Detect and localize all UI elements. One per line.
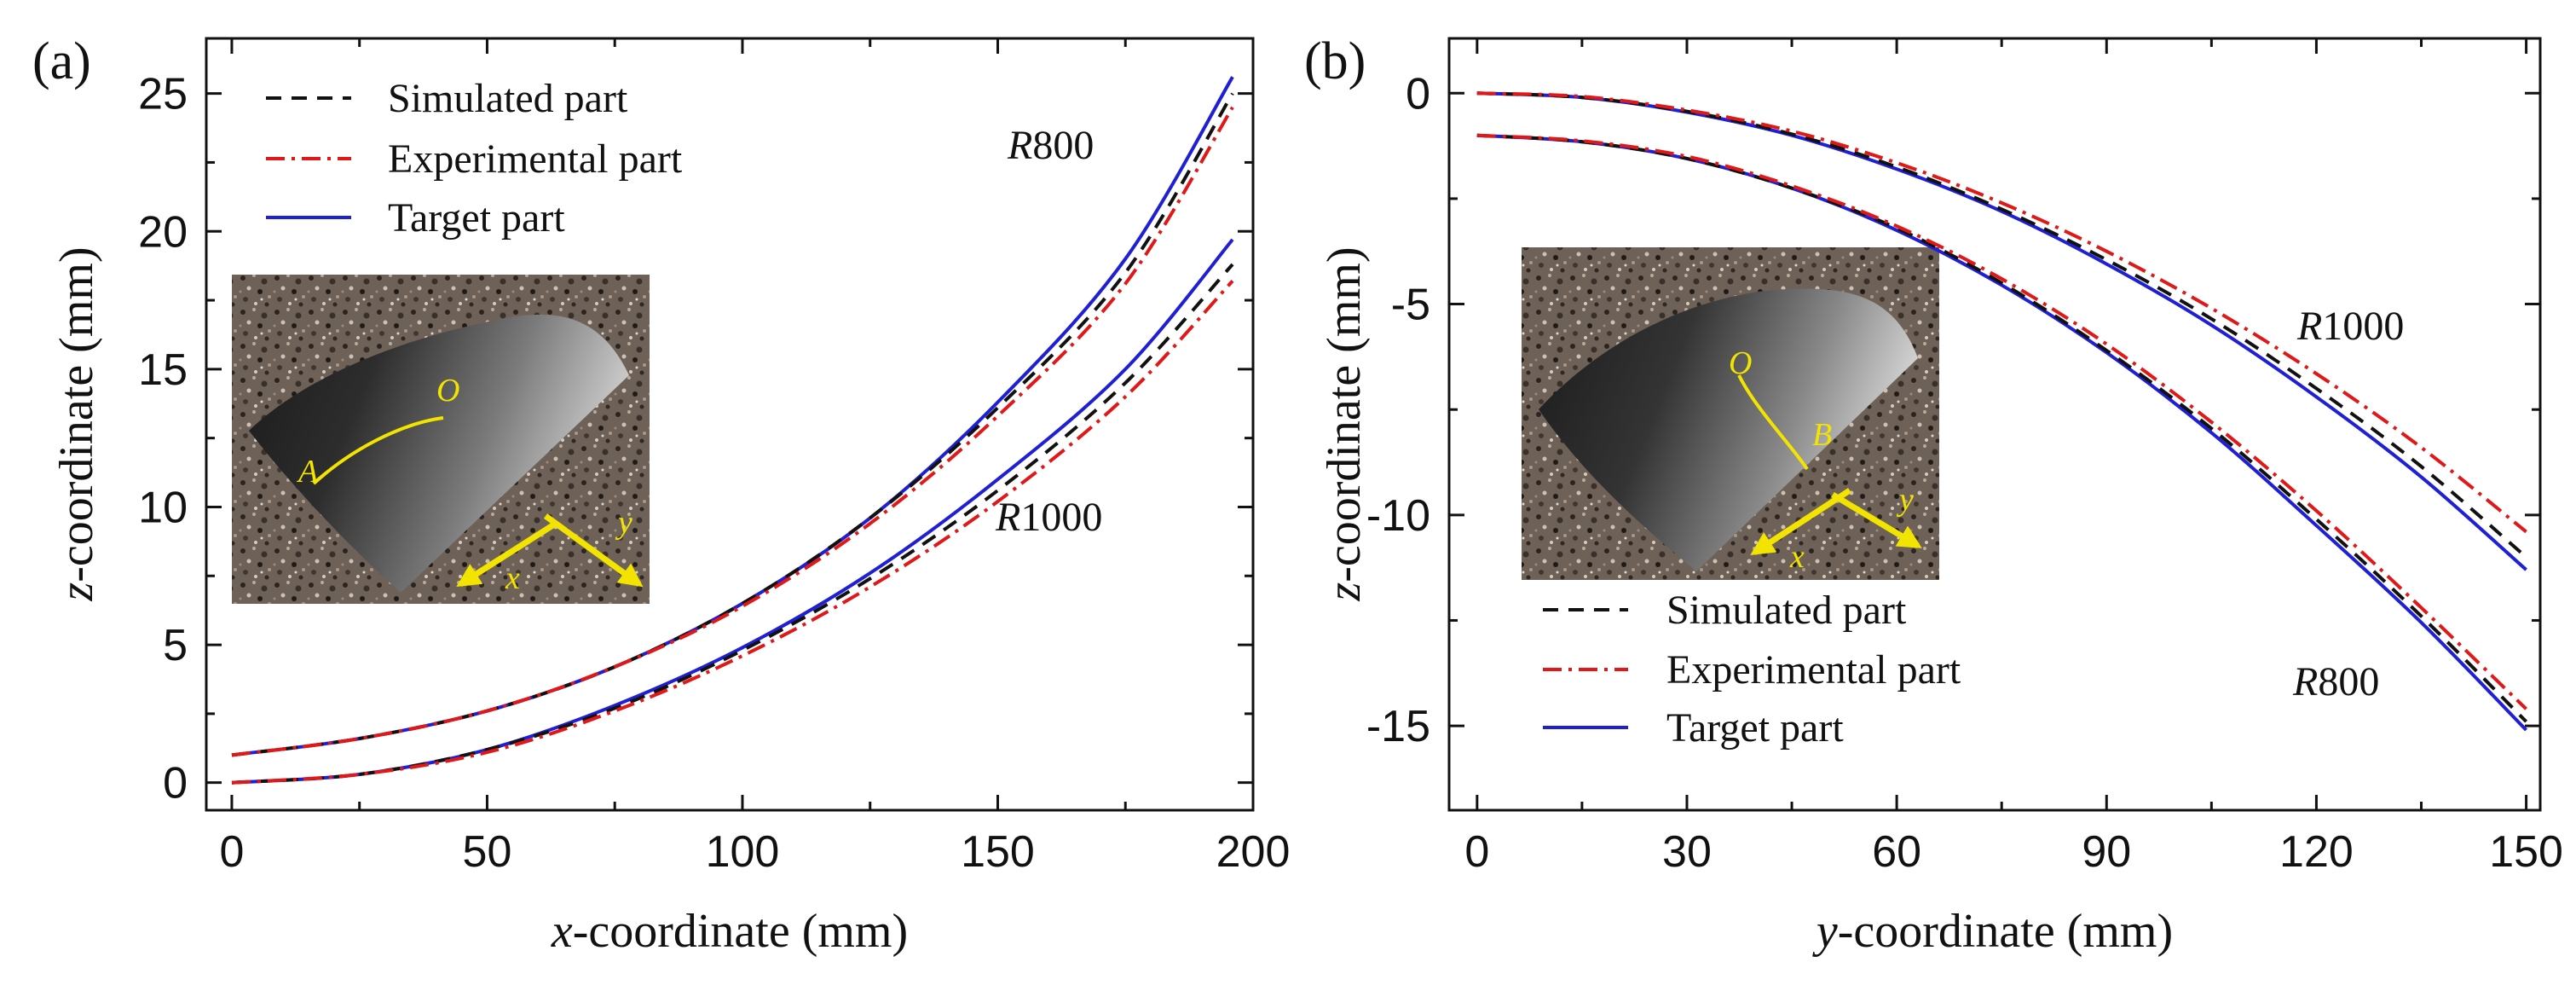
annotation-b-r1000: R1000 [2296,304,2404,349]
x-tick-label: 0 [219,827,244,877]
legend-b-target: Target part [1666,705,1844,750]
annotation-a-r800: R800 [1007,123,1094,168]
legend-b-simulated: Simulated part [1666,588,1907,633]
series-a-r800-experimental-part [231,106,1234,757]
panel-b-frame [1447,37,2542,812]
y-tick-label: -15 [1366,702,1430,751]
legend-a-target: Target part [388,195,565,241]
inset-point-o: O [1729,345,1752,381]
panel-b: (b) 0 30 60 90 120 150 0 -5 -10 -15 O B x y Simul… [1304,32,2563,958]
panel-b-label: (b) [1304,32,1366,90]
y-tick-label: -5 [1391,281,1430,330]
y-tick-label: 0 [163,759,188,808]
panel-a-y-axis-label: z-coordinate (mm) [50,246,103,601]
x-tick-label: 150 [2489,827,2563,877]
sheet-part [249,314,629,593]
panel-b-legend: Simulated part Experimental part Target … [1543,588,1961,750]
x-tick-label: 50 [463,827,512,877]
panel-a-frame [205,37,1255,812]
inset-point-b: B [1812,417,1832,453]
y-tick-label: 20 [138,207,188,257]
panel-a-inset-photo: A O x y [232,275,650,604]
panel-b-y-axis-label: z-coordinate (mm) [1318,246,1371,601]
series-a-r1000-simulated-part [231,263,1234,785]
legend-a-experimental: Experimental part [388,136,683,182]
legend-a-simulated: Simulated part [388,76,628,121]
series-b-r1000-experimental-part [1476,91,2527,534]
y-tick-label: 5 [163,621,188,670]
inset-curve-OB [1737,374,1809,471]
panel-a-ticks: 0 50 100 150 200 0 5 10 15 20 25 [138,38,1290,877]
series-a-r1000-target-part [231,238,1234,785]
legend-b-experimental: Experimental part [1666,647,1961,693]
panel-a-series [231,76,1234,785]
x-tick-label: 0 [1464,827,1489,877]
panel-a-x-axis-label: x-coordinate (mm) [551,905,908,958]
inset-point-a: A [296,454,319,490]
x-tick-label: 90 [2082,827,2131,877]
y-tick-label: 25 [138,70,188,119]
inset-y-arrow [543,513,644,588]
y-tick-label: 15 [138,345,188,395]
inset-point-o: O [436,373,459,409]
annotation-b-r800: R800 [2292,659,2379,704]
x-tick-label: 30 [1662,827,1712,877]
annotation-a-r1000: R1000 [995,495,1102,540]
panel-b-series [1476,91,2528,732]
series-b-r800-experimental-part [1476,133,2527,710]
inset-y-arrow [1831,491,1922,549]
y-tick-label: 0 [1406,69,1430,119]
inset-x-arrow [456,522,556,588]
x-tick-label: 60 [1872,827,1921,877]
panel-a-legend: Simulated part Experimental part Target … [266,76,683,241]
panel-b-x-axis-label: y-coordinate (mm) [1812,905,2173,958]
x-tick-label: 200 [1216,827,1291,877]
sheet-part [1539,288,1918,571]
inset-curve-AO [312,416,444,485]
series-b-r800-simulated-part [1476,133,2528,723]
panel-b-inset-photo: O B x y [1522,247,1939,580]
x-tick-label: 120 [2279,827,2354,877]
panel-a: (a) 0 50 100 150 200 0 5 10 15 20 25 A O x y Simul… [32,32,1290,958]
inset-x-label: x [1789,539,1805,575]
inset-x-arrow [1750,488,1851,556]
panel-a-label: (a) [32,32,91,90]
inset-y-label: y [1896,482,1914,518]
panel-b-ticks: 0 30 60 90 120 150 0 -5 -10 -15 [1366,38,2563,877]
series-a-r1000-experimental-part [231,280,1234,785]
x-tick-label: 100 [706,827,780,877]
inset-x-label: x [505,560,520,596]
x-tick-label: 150 [961,827,1035,877]
y-tick-label: 10 [138,483,188,532]
inset-y-label: y [615,505,632,541]
y-tick-label: -10 [1366,491,1430,541]
